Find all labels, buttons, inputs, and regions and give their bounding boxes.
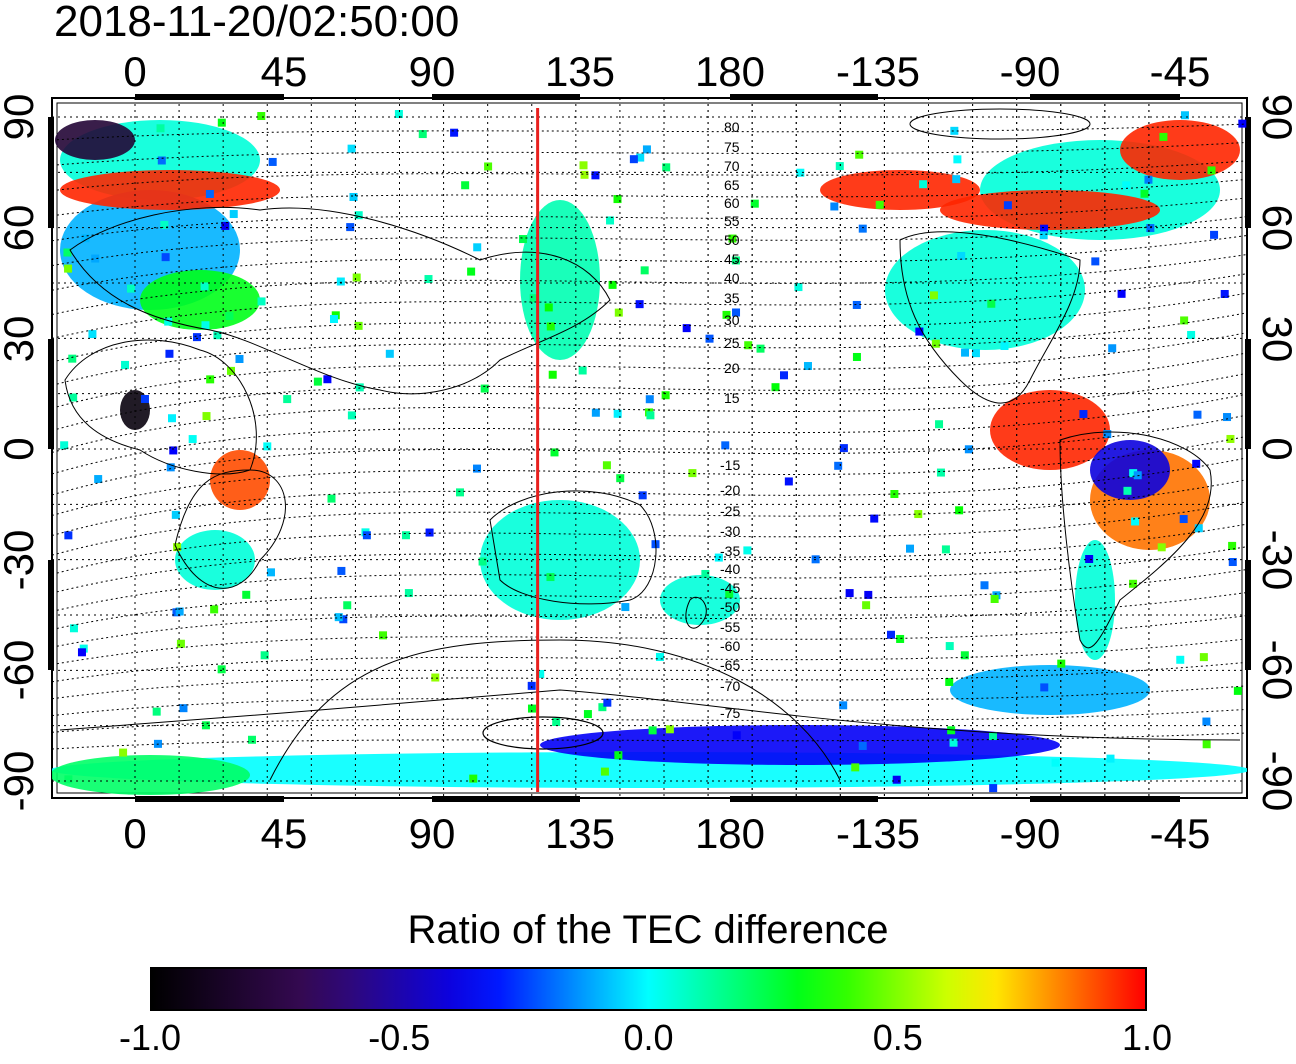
right-latitude-label: 60	[1254, 205, 1296, 252]
bottom-longitude-label: 45	[261, 810, 308, 857]
contour-label: -45	[720, 580, 740, 596]
colorbar-tick-label: 0.0	[623, 1017, 674, 1058]
contour-label: -25	[720, 503, 740, 519]
left-latitude-label: -90	[0, 751, 42, 812]
contour-label: 30	[724, 312, 740, 328]
right-latitude-label: -90	[1254, 751, 1296, 812]
bottom-longitude-label: -135	[836, 810, 920, 857]
contour-label: -30	[720, 523, 740, 539]
colorbar	[150, 967, 1147, 1011]
contour-label: 55	[724, 213, 740, 229]
right-latitude-label: 30	[1254, 316, 1296, 363]
colorbar-tick-label: 1.0	[1121, 1017, 1173, 1058]
tec-map: 80 75 70 65 60 55 50 45 40 35 30 25 20 15 -15 -20 -25 -30…	[0, 48, 1296, 857]
colorbar-tick-label: -0.5	[368, 1017, 431, 1058]
contour-label: 40	[724, 270, 740, 286]
map-title: 2018-11-20/02:50:00	[54, 0, 460, 46]
colorbar-tick-label: -1.0	[118, 1017, 182, 1058]
top-longitude-label: 180	[695, 48, 765, 95]
bottom-longitude-label: 90	[409, 810, 456, 857]
contour-labels: 80 75 70 65 60 55 50 45 40 35 30 25 20 15 -15 -20 -25 -30…	[720, 119, 740, 721]
left-latitude-label: -60	[0, 640, 42, 701]
contour-label: 20	[724, 360, 740, 376]
right-latitude-label: -60	[1254, 640, 1296, 701]
bottom-longitude-label: -45	[1150, 810, 1211, 857]
colorbar-title: Ratio of the TEC difference	[407, 908, 889, 952]
map-frame	[48, 94, 1251, 802]
contour-label: 75	[724, 139, 740, 155]
axis-tick-labels: 0 45 90 135 180 -135 -90 -45 0 45 90 135 180 -135 -90 -…	[0, 48, 1296, 857]
left-latitude-label: 90	[0, 94, 42, 141]
top-longitude-label: 0	[123, 48, 146, 95]
bottom-longitude-label: 135	[545, 810, 615, 857]
contour-label: -35	[720, 543, 740, 559]
contour-label: -75	[720, 705, 740, 721]
top-longitude-label: -45	[1150, 48, 1211, 95]
left-latitude-label: 30	[0, 316, 42, 363]
contour-label: -55	[720, 619, 740, 635]
contour-label: 80	[724, 119, 740, 135]
contour-label: 50	[724, 232, 740, 248]
contour-label: 15	[724, 390, 740, 406]
contour-label: 25	[724, 335, 740, 351]
contour-label: -15	[720, 457, 740, 473]
bottom-longitude-label: 0	[123, 810, 146, 857]
top-longitude-label: 90	[409, 48, 456, 95]
left-latitude-label: -30	[0, 530, 42, 591]
contour-label: 60	[724, 195, 740, 211]
contour-label: -70	[720, 678, 740, 694]
right-latitude-label: -30	[1254, 530, 1296, 591]
colorbar-tick-label: 0.5	[872, 1017, 923, 1058]
top-longitude-label: 135	[545, 48, 615, 95]
coastlines	[59, 206, 1241, 741]
right-latitude-label: 0	[1254, 437, 1296, 460]
top-longitude-label: 45	[261, 48, 308, 95]
left-latitude-label: 60	[0, 205, 42, 252]
magnetic-latitude-contours	[52, 108, 1247, 781]
top-longitude-label: -90	[1000, 48, 1061, 95]
bottom-longitude-label: -90	[1000, 810, 1061, 857]
tec-data-blobs	[52, 110, 1247, 795]
contour-label: 70	[724, 158, 740, 174]
contour-label: -65	[720, 657, 740, 673]
contour-label: -50	[720, 599, 740, 615]
contour-label: 35	[724, 290, 740, 306]
contour-label: -60	[720, 638, 740, 654]
top-longitude-label: -135	[836, 48, 920, 95]
lat-lon-grid	[52, 98, 1247, 798]
contour-label: 65	[724, 177, 740, 193]
contour-label: 45	[724, 251, 740, 267]
left-latitude-label: 0	[0, 437, 42, 460]
right-latitude-label: 90	[1254, 94, 1296, 141]
contour-label: -40	[720, 561, 740, 577]
bottom-longitude-label: 180	[695, 810, 765, 857]
contour-label: -20	[720, 482, 740, 498]
